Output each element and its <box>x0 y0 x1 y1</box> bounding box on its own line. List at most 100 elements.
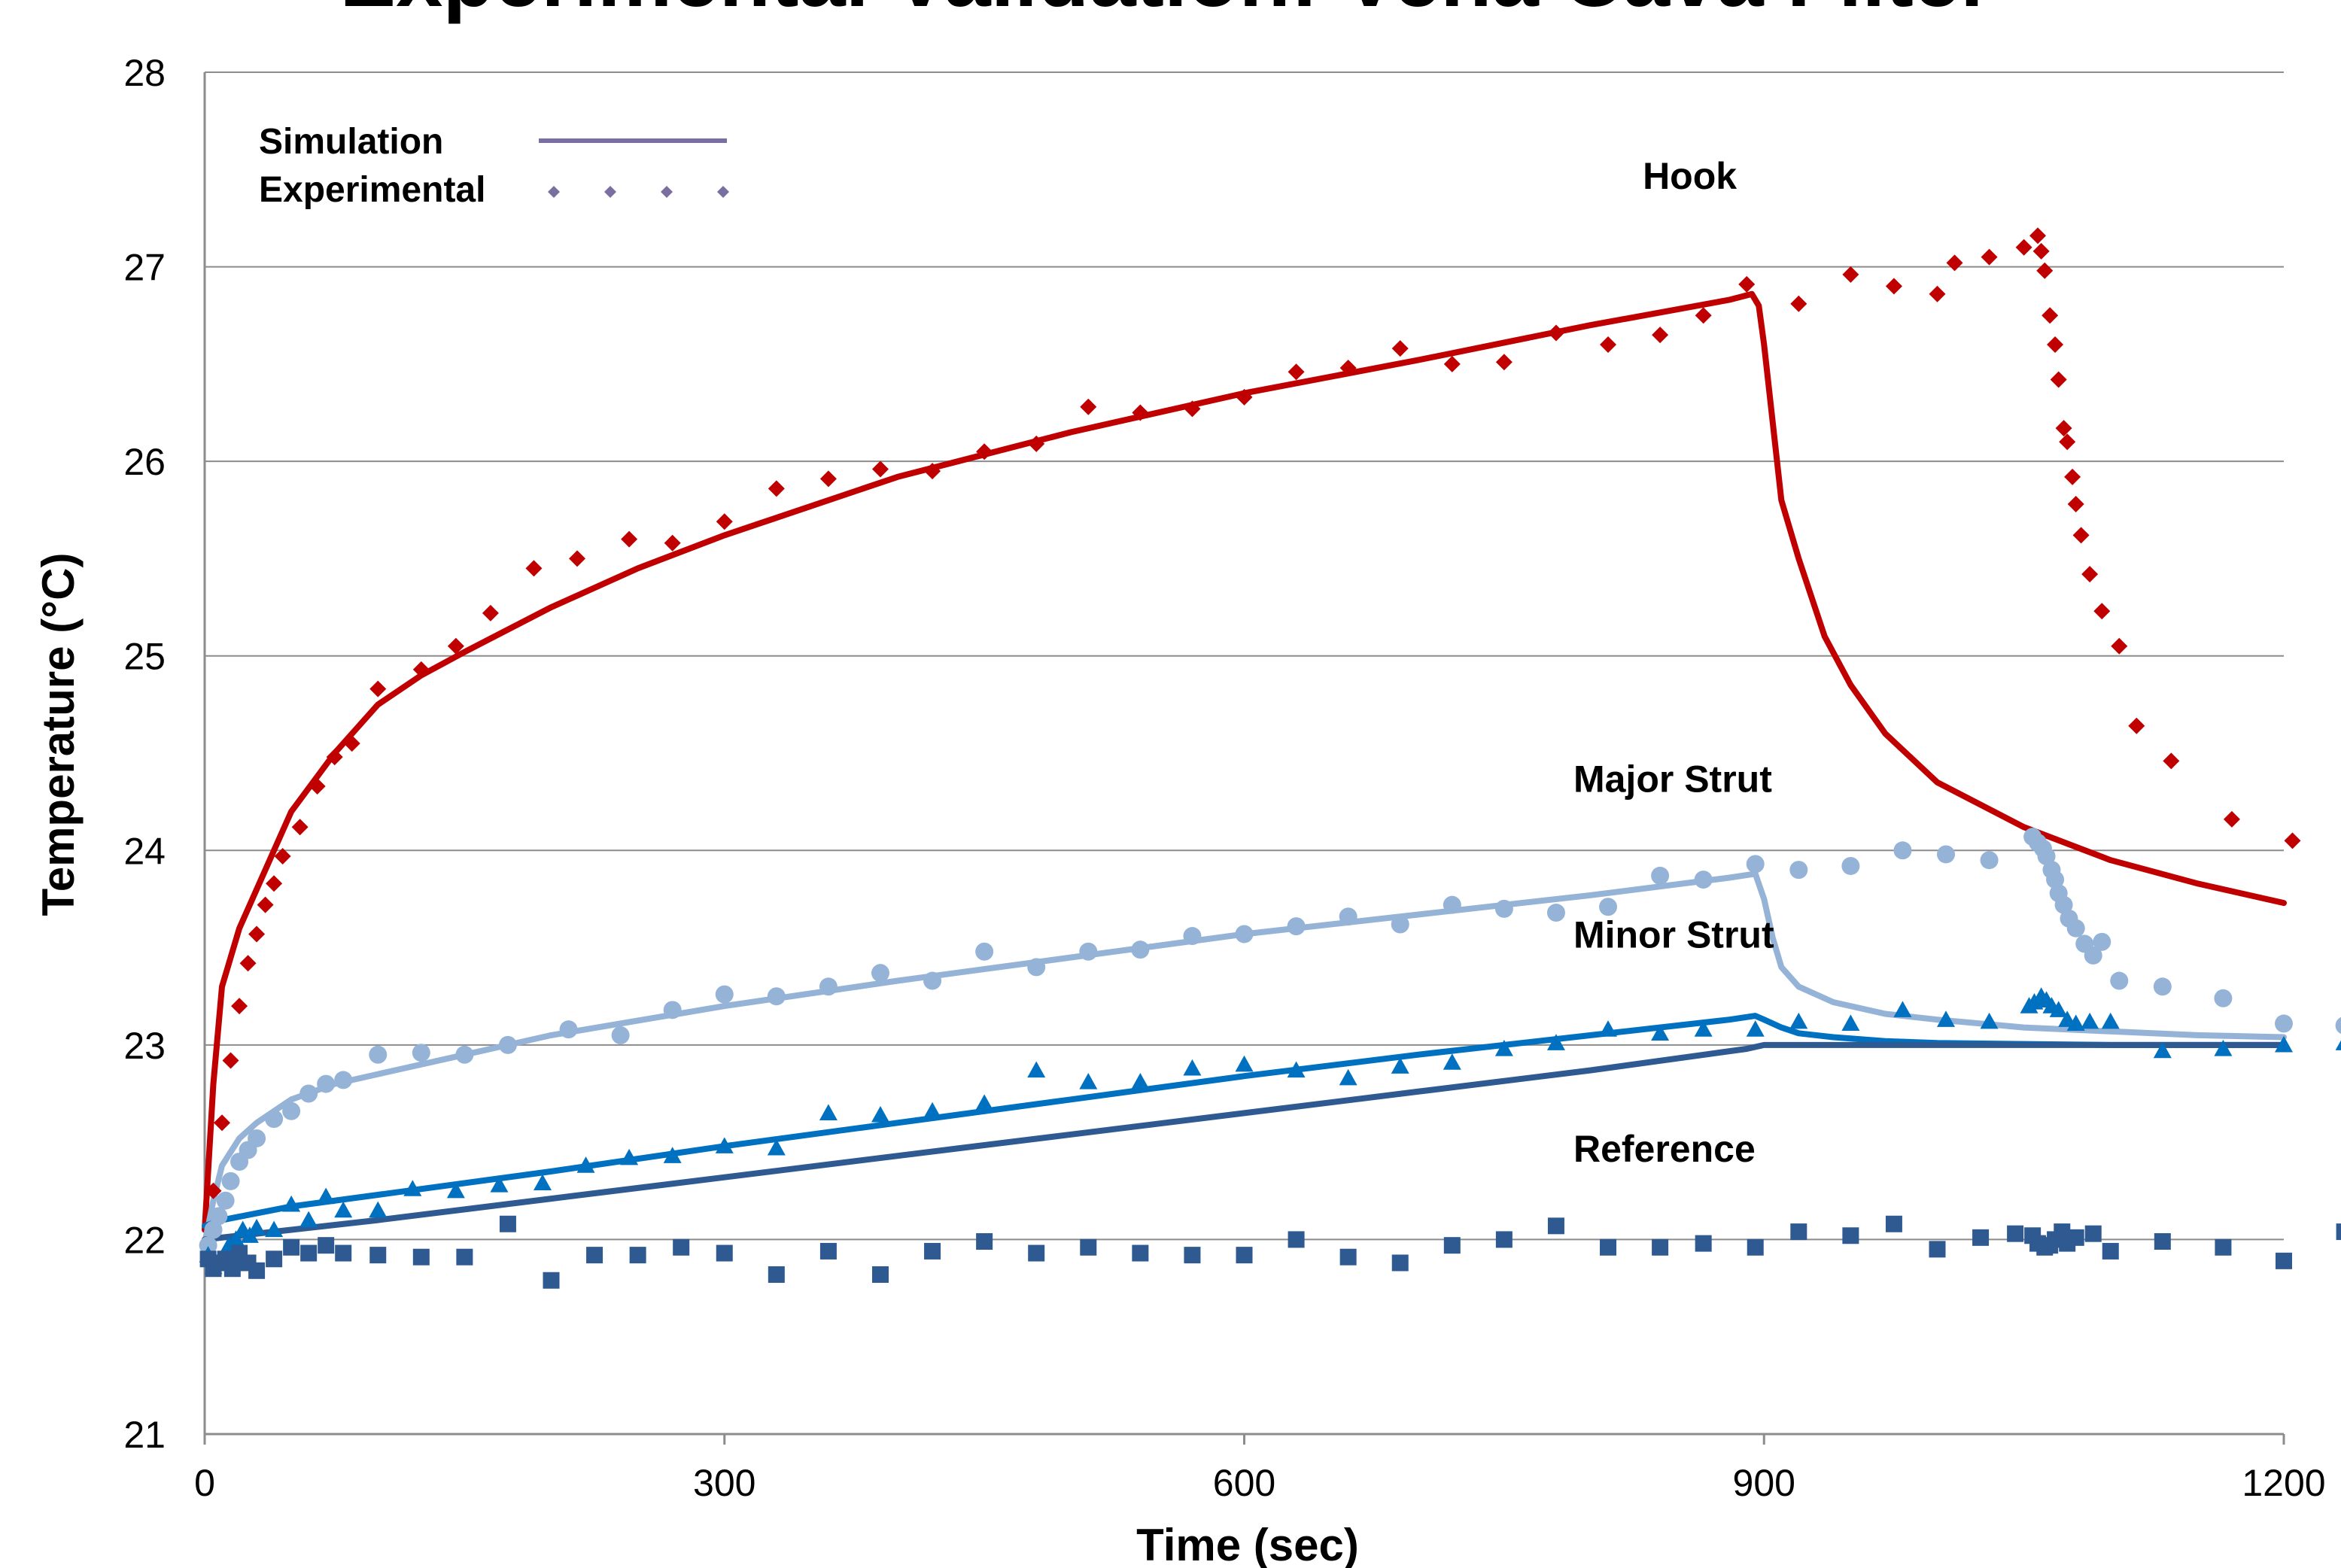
experimental-point-hook-22 <box>768 480 785 497</box>
experimental-point-major-strut-32 <box>1339 907 1357 926</box>
experimental-points-major-strut <box>199 828 2341 1255</box>
experimental-point-reference-59 <box>2215 1238 2232 1256</box>
experimental-point-reference-36 <box>1495 1231 1513 1248</box>
experimental-point-hook-7 <box>266 875 283 892</box>
experimental-point-reference-7 <box>248 1262 266 1279</box>
experimental-point-hook-48 <box>2015 239 2032 256</box>
experimental-point-minor-strut-27 <box>975 1094 994 1111</box>
experimental-point-major-strut-7 <box>248 1129 266 1147</box>
experimental-point-hook-53 <box>2047 336 2064 353</box>
experimental-points-reference <box>199 1215 2341 1289</box>
experimental-point-minor-strut-26 <box>923 1102 942 1119</box>
experimental-point-major-strut-31 <box>1287 917 1306 936</box>
experimental-point-minor-strut-32 <box>1235 1055 1254 1072</box>
experimental-point-minor-strut-39 <box>1599 1020 1618 1037</box>
experimental-point-reference-55 <box>2067 1229 2084 1246</box>
experimental-point-minor-strut-19 <box>576 1156 595 1173</box>
experimental-point-reference-27 <box>1028 1244 1045 1262</box>
experimental-point-minor-strut-61 <box>2335 1040 2341 1050</box>
legend-label-experimental: Experimental <box>259 170 485 210</box>
experimental-point-major-strut-27 <box>1079 942 1098 961</box>
experimental-point-minor-strut-13 <box>334 1201 353 1218</box>
experimental-point-hook-45 <box>1929 285 1946 302</box>
experimental-point-major-strut-24 <box>923 971 942 990</box>
experimental-point-reference-57 <box>2102 1242 2119 1260</box>
experimental-point-major-strut-59 <box>2110 971 2129 990</box>
experimental-point-reference-11 <box>318 1237 335 1254</box>
experimental-point-minor-strut-25 <box>871 1105 889 1123</box>
experimental-point-reference-35 <box>1443 1237 1461 1254</box>
experimental-point-hook-33 <box>1339 360 1357 377</box>
experimental-point-major-strut-61 <box>2214 989 2233 1007</box>
experimental-point-reference-19 <box>629 1247 646 1264</box>
y-tick-label-23: 23 <box>123 1025 166 1067</box>
experimental-point-hook-1 <box>214 1114 231 1132</box>
experimental-point-major-strut-63 <box>2335 1016 2341 1035</box>
experimental-point-minor-strut-9 <box>265 1220 284 1238</box>
experimental-point-major-strut-40 <box>1746 855 1765 874</box>
experimental-point-major-strut-44 <box>1937 845 1956 864</box>
experimental-point-reference-16 <box>499 1215 516 1232</box>
experimental-point-reference-60 <box>2276 1252 2292 1269</box>
experimental-point-hook-55 <box>2055 420 2072 437</box>
legend-marker-experimental-3 <box>717 186 729 198</box>
experimental-point-hook-20 <box>664 534 681 552</box>
experimental-point-reference-4 <box>223 1260 241 1278</box>
experimental-point-hook-31 <box>1236 388 1253 406</box>
experimental-point-hook-16 <box>482 604 499 621</box>
experimental-point-major-strut-20 <box>715 985 734 1004</box>
experimental-point-minor-strut-45 <box>1893 1001 1912 1017</box>
experimental-point-major-strut-22 <box>819 977 838 996</box>
experimental-point-hook-51 <box>2036 262 2054 279</box>
experimental-point-major-strut-28 <box>1131 940 1150 959</box>
chart-title: Experimental Validation: Vena Cava Filte… <box>339 0 1993 24</box>
experimental-point-minor-strut-35 <box>1391 1057 1409 1074</box>
experimental-markers <box>199 227 2341 1289</box>
experimental-point-hook-43 <box>1842 266 1859 283</box>
legend-label-simulation: Simulation <box>259 122 443 162</box>
experimental-point-major-strut-17 <box>559 1020 578 1039</box>
experimental-point-minor-strut-58 <box>2153 1041 2172 1059</box>
experimental-point-reference-21 <box>716 1244 733 1262</box>
experimental-point-major-strut-43 <box>1893 841 1912 860</box>
experimental-point-major-strut-16 <box>498 1035 517 1054</box>
experimental-point-major-strut-4 <box>221 1171 240 1190</box>
experimental-point-hook-65 <box>2223 810 2240 828</box>
experimental-point-minor-strut-53 <box>2049 1001 2068 1017</box>
experimental-point-major-strut-37 <box>1599 898 1618 916</box>
experimental-point-hook-66 <box>2284 832 2301 849</box>
experimental-point-hook-35 <box>1443 355 1461 372</box>
experimental-point-major-strut-10 <box>299 1084 318 1103</box>
experimental-point-major-strut-36 <box>1546 904 1565 922</box>
x-tick-label-0: 0 <box>194 1462 215 1504</box>
y-tick-label-24: 24 <box>123 830 166 872</box>
annotation-reference: Reference <box>1573 1128 1756 1170</box>
experimental-point-hook-44 <box>1885 278 1902 295</box>
experimental-point-minor-strut-14 <box>369 1201 388 1218</box>
experimental-point-hook-59 <box>2072 527 2090 544</box>
experimental-point-hook-47 <box>1981 248 1998 266</box>
experimental-point-minor-strut-22 <box>715 1137 734 1153</box>
experimental-point-reference-46 <box>1972 1229 1990 1246</box>
experimental-point-hook-15 <box>447 637 464 655</box>
simulation-line-hook <box>202 290 2287 1233</box>
experimental-point-major-strut-11 <box>317 1074 336 1093</box>
experimental-point-minor-strut-23 <box>767 1138 786 1156</box>
experimental-point-major-strut-38 <box>1651 866 1670 885</box>
experimental-point-major-strut-30 <box>1235 925 1254 944</box>
experimental-point-major-strut-51 <box>2046 871 2065 889</box>
experimental-point-reference-47 <box>2007 1225 2024 1242</box>
experimental-point-hook-10 <box>309 777 326 795</box>
experimental-point-hook-4 <box>239 955 257 972</box>
experimental-point-reference-26 <box>976 1233 993 1250</box>
experimental-point-minor-strut-36 <box>1443 1053 1461 1070</box>
series-annotations: Hook Major Strut Minor Strut Reference <box>1573 155 1774 1170</box>
x-tick-label-1200: 1200 <box>2242 1462 2325 1504</box>
experimental-point-minor-strut-34 <box>1339 1068 1357 1086</box>
experimental-points-minor-strut <box>199 987 2341 1275</box>
experimental-point-hook-37 <box>1547 324 1564 342</box>
experimental-point-minor-strut-24 <box>819 1104 838 1120</box>
x-tick-label-600: 600 <box>1213 1462 1275 1504</box>
experimental-point-reference-40 <box>1695 1235 1712 1252</box>
